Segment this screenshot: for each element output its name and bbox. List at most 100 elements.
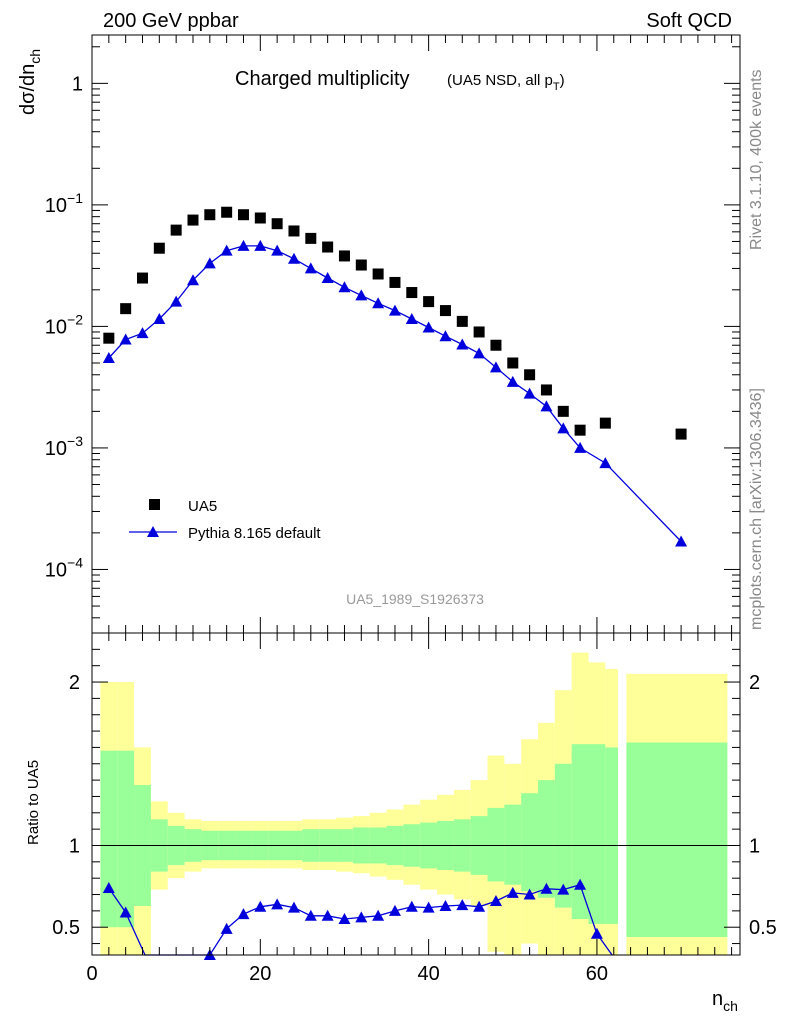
legend-label-ua5: UA5: [188, 498, 217, 515]
band-green: [521, 793, 539, 892]
ratio-point: [304, 909, 317, 921]
top-y-tick-label-base: 10: [45, 195, 67, 217]
ua5-point: [221, 206, 233, 218]
bottom-frame: [91, 632, 741, 956]
x-tick-label: 20: [249, 963, 271, 985]
band-green: [605, 747, 618, 924]
ua5-point: [204, 209, 216, 221]
top-y-tick-label-exp: −2: [67, 311, 83, 327]
side-text-rivet: Rivet 3.1.10, 400k events: [748, 69, 765, 250]
ratio-point: [271, 898, 284, 910]
reference-label: UA5_1989_S1926373: [346, 591, 484, 607]
top-y-tick-label: 10−1: [45, 190, 83, 217]
ua5-point: [254, 212, 266, 224]
pythia-point: [170, 295, 183, 307]
pythia-point: [237, 239, 250, 251]
top-y-tick-label: 1: [72, 73, 83, 95]
pythia-point: [388, 304, 401, 316]
ua5-point: [153, 242, 165, 254]
ua5-point: [473, 326, 485, 338]
bottom-panel: 0.5 0.51 12 20 20 40 60 Ratio to UA5 nch: [25, 632, 777, 1014]
ua5-point: [170, 224, 182, 236]
top-y-tick-label: 10−3: [45, 433, 83, 460]
top-subtitle-sub: T: [553, 81, 560, 93]
pythia-point: [338, 281, 351, 293]
top-subtitle-main: (UA5 NSD, all p: [447, 72, 553, 89]
pythia-point: [599, 457, 612, 469]
ratio-line: [108, 883, 613, 956]
ratio-point: [355, 911, 368, 923]
band-green: [504, 804, 522, 885]
pythia-point: [287, 252, 300, 264]
xlabel: nch: [712, 988, 738, 1014]
xlabel-sub: ch: [723, 998, 738, 1014]
ratio-point: [456, 899, 469, 911]
pythia-point: [574, 441, 587, 453]
ratio-point: [388, 904, 401, 916]
band-green: [588, 744, 606, 924]
band-green: [538, 780, 555, 898]
legend-marker-pythia: [147, 526, 159, 537]
top-y-tick-label-exp: −1: [67, 190, 83, 206]
band-green: [100, 750, 118, 928]
ua5-point: [271, 218, 283, 230]
top-title: Charged multiplicity: [235, 68, 410, 90]
band-green: [571, 744, 589, 920]
top-y-tick-label-base: 1: [72, 73, 83, 95]
bottom-y-tick-label-right: 1: [749, 835, 760, 857]
bottom-ylabel: Ratio to UA5: [25, 760, 42, 845]
pythia-point: [506, 375, 519, 387]
ua5-point: [540, 384, 552, 396]
top-y-tick-label: 10−4: [45, 554, 83, 581]
ua5-point: [557, 405, 569, 417]
ua5-point: [456, 315, 468, 327]
pythia-point: [473, 347, 486, 359]
ua5-point: [305, 232, 317, 244]
pythia-point: [186, 274, 199, 286]
legend-marker-ua5: [149, 499, 160, 510]
top-subtitle: (UA5 NSD, all pT): [447, 72, 565, 93]
ratio-point: [473, 900, 486, 912]
ratio-point: [540, 882, 553, 894]
ratio-point: [439, 899, 452, 911]
pythia-point: [102, 351, 115, 363]
pythia-point: [372, 297, 385, 309]
header-left: 200 GeV ppbar: [103, 10, 239, 32]
band-green: [626, 742, 728, 938]
ratio-point: [590, 927, 603, 939]
top-frame: [91, 34, 741, 634]
ratio-point: [119, 906, 132, 918]
pythia-point: [439, 330, 452, 342]
ua5-point: [355, 259, 367, 271]
pythia-point: [254, 239, 267, 251]
pythia-point: [523, 387, 536, 399]
ratio-point: [254, 900, 267, 912]
ratio-point: [422, 901, 435, 913]
bottom-y-tick-label-left: 1: [69, 835, 80, 857]
ua5-point: [338, 250, 350, 262]
ua5-point: [675, 428, 687, 440]
pythia-point: [557, 422, 570, 434]
top-ylabel: dσ/dnch: [17, 49, 43, 115]
legend-label-pythia: Pythia 8.165 default: [188, 525, 321, 542]
ua5-point: [507, 357, 519, 369]
x-tick-label: 40: [417, 963, 439, 985]
pythia-point: [675, 535, 688, 547]
top-panel: 1 10−110 −2 10−3 10−4 Charged multiplicity (…: [17, 34, 741, 634]
top-y-ticks: 1 10−110 −2 10−3 10−4: [45, 35, 740, 634]
ua5-point: [103, 332, 115, 344]
pythia-point: [422, 321, 435, 333]
pythia-point: [119, 333, 132, 345]
ratio-point: [372, 909, 385, 921]
bottom-plot-layer: [92, 652, 740, 960]
top-ylabel-main: dσ/dn: [17, 64, 39, 115]
ua5-point: [524, 369, 536, 381]
ratio-point: [557, 883, 570, 895]
ratio-point: [405, 900, 418, 912]
pythia-point: [203, 257, 216, 269]
side-text-mcplots: mcplots.cern.ch [arXiv:1306.3436]: [748, 388, 765, 630]
top-plot-layer: [102, 206, 688, 547]
ua5-point: [288, 225, 300, 237]
top-subtitle-end: ): [560, 72, 565, 89]
